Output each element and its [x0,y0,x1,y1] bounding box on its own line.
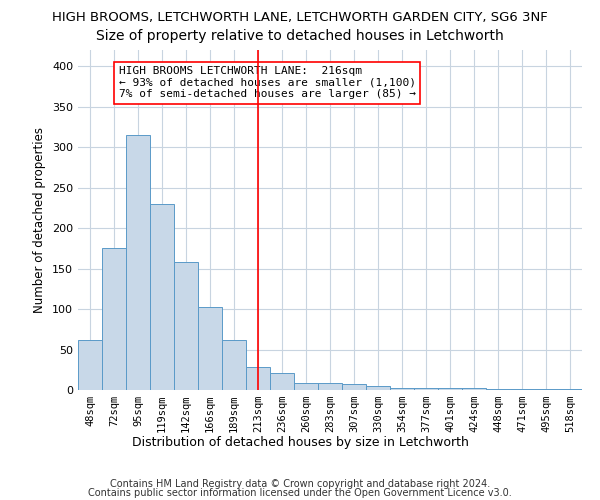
Y-axis label: Number of detached properties: Number of detached properties [34,127,46,313]
Bar [534,389,558,390]
Text: HIGH BROOMS, LETCHWORTH LANE, LETCHWORTH GARDEN CITY, SG6 3NF: HIGH BROOMS, LETCHWORTH LANE, LETCHWORTH… [52,11,548,24]
Bar [270,373,294,390]
Bar [438,388,462,390]
Bar [486,389,510,390]
Bar [78,340,102,390]
Bar [558,389,582,390]
Bar [510,389,534,390]
Bar [366,386,390,390]
Bar [390,388,414,390]
Bar [150,204,174,390]
Bar [102,248,126,390]
Bar [126,135,150,390]
Text: Contains public sector information licensed under the Open Government Licence v3: Contains public sector information licen… [88,488,512,498]
Bar [174,262,198,390]
Bar [342,384,366,390]
Bar [198,308,222,390]
Bar [294,382,318,390]
Text: Distribution of detached houses by size in Letchworth: Distribution of detached houses by size … [131,436,469,449]
Bar [462,388,486,390]
Bar [246,368,270,390]
Bar [318,382,342,390]
Bar [414,388,438,390]
Text: Size of property relative to detached houses in Letchworth: Size of property relative to detached ho… [96,29,504,43]
Text: Contains HM Land Registry data © Crown copyright and database right 2024.: Contains HM Land Registry data © Crown c… [110,479,490,489]
Text: HIGH BROOMS LETCHWORTH LANE:  216sqm
← 93% of detached houses are smaller (1,100: HIGH BROOMS LETCHWORTH LANE: 216sqm ← 93… [119,66,416,100]
Bar [222,340,246,390]
